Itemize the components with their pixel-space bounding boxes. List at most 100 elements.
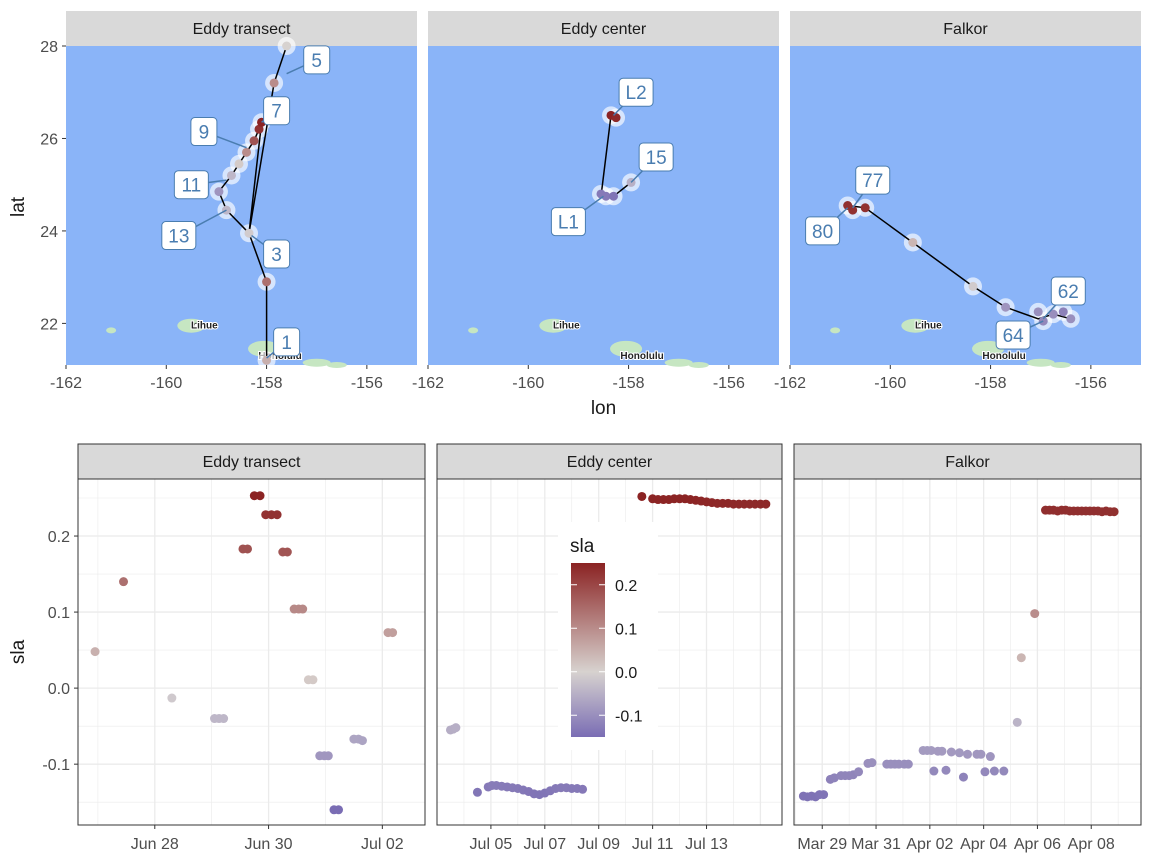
sla-point — [388, 628, 398, 638]
sla-point — [903, 759, 913, 769]
sla-panel-strip — [436, 443, 783, 480]
x-tick-label: Mar 31 — [851, 836, 901, 853]
sla-panel-title: Falkor — [945, 454, 990, 471]
island-shape — [1026, 358, 1055, 367]
x-tick-label: -160 — [512, 375, 544, 392]
station-label-box — [263, 96, 291, 126]
sla-point — [954, 748, 964, 758]
y-tick-label: 22 — [40, 316, 58, 333]
station-label: 5 — [311, 51, 322, 72]
city-label: Lihue — [191, 321, 218, 332]
ship-track-line — [218, 45, 288, 361]
sla-point — [119, 577, 129, 587]
station-label-box — [618, 77, 654, 107]
y-tick-label: 28 — [40, 39, 58, 56]
sla-panel-border — [436, 478, 783, 826]
station-label: 1 — [281, 333, 292, 354]
sla-panel-title: Eddy transect — [203, 454, 301, 471]
sla-point — [941, 765, 951, 775]
station-point — [214, 187, 224, 197]
x-tick-label: Jul 05 — [470, 836, 513, 853]
sla-panel-3: Falkor Mar 29 Mar 31 Apr 02 Apr 04 Apr 06 Apr … — [793, 443, 1142, 853]
map-panel-title: Eddy transect — [193, 21, 291, 38]
station-point — [609, 191, 619, 201]
map-panel-strip — [428, 11, 779, 46]
station-label-box — [855, 165, 891, 195]
sla-point — [255, 491, 265, 501]
sla-panel-background — [78, 479, 425, 825]
sla-point — [963, 749, 972, 759]
city-marker — [555, 322, 562, 329]
sla-point — [929, 766, 939, 776]
island-shape — [468, 327, 479, 334]
city-marker — [193, 322, 200, 329]
station-point — [269, 78, 279, 88]
station-label: 80 — [812, 222, 833, 243]
legend-tick-label: -0.1 — [615, 708, 643, 725]
legend-tick-label: 0.1 — [615, 621, 637, 638]
y-tick-label: 0.2 — [48, 529, 70, 546]
city-marker — [633, 352, 639, 359]
x-tick-label: Jun 30 — [245, 836, 293, 853]
sla-point — [999, 766, 1009, 776]
ocean-background — [428, 46, 779, 365]
station-point — [596, 189, 606, 199]
sla-point — [90, 647, 100, 657]
station-label: 3 — [271, 245, 282, 266]
sla-point — [1012, 717, 1022, 727]
sla-point — [282, 547, 292, 557]
x-tick-label: Jul 02 — [361, 836, 404, 853]
x-tick-label: -156 — [351, 375, 383, 392]
station-point — [860, 203, 870, 213]
legend-tick-label: 0.0 — [615, 665, 637, 682]
map-panel-strip — [790, 11, 1141, 46]
station-label: 62 — [1058, 282, 1079, 303]
x-tick-label: -158 — [975, 375, 1007, 392]
map-panel-2: Eddy center Lihue Honolulu L2 15 L1 — [428, 11, 779, 368]
map-panel-strip — [66, 11, 417, 46]
map-panel-1: Eddy transectLihueHonolulu579111331 — [66, 11, 417, 370]
station-label: L1 — [558, 213, 579, 234]
sla-point — [357, 736, 367, 746]
sla-panel-strip — [793, 443, 1142, 480]
station-label-box — [995, 320, 1031, 350]
sla-panel-1: Eddy transect Jun 28 Jun 30 Jul 02 — [77, 443, 426, 853]
station-label-box — [550, 207, 586, 237]
sla-point — [958, 772, 968, 782]
city-label: Honolulu — [982, 351, 1025, 362]
legend-title: sla — [570, 536, 595, 557]
station-label: L2 — [626, 83, 647, 104]
sla-point — [323, 751, 333, 761]
sla-point — [272, 510, 282, 520]
station-point — [262, 355, 272, 365]
station-label-box — [638, 142, 674, 172]
island-shape — [539, 318, 568, 333]
station-point — [242, 147, 252, 157]
sla-point — [926, 745, 936, 755]
station-point — [244, 228, 254, 238]
sla-point — [334, 805, 344, 815]
y-tick-label: 0.0 — [48, 681, 70, 698]
sla-point — [946, 747, 956, 757]
x-tick-label: -156 — [713, 375, 745, 392]
station-label: 9 — [199, 123, 210, 144]
station-label-box — [805, 216, 841, 246]
sla-panel-border — [793, 478, 1142, 826]
station-label-box — [173, 170, 209, 200]
x-tick-label: Apr 02 — [906, 836, 953, 853]
station-label: 15 — [646, 148, 667, 169]
station-point — [1048, 309, 1058, 319]
y-tick-label: 0.1 — [48, 605, 70, 622]
x-tick-label: -156 — [1075, 375, 1107, 392]
station-point — [1058, 307, 1068, 317]
x-tick-label: Jul 13 — [685, 836, 728, 853]
sla-point — [985, 752, 995, 762]
station-point — [226, 170, 236, 180]
sla-point — [819, 790, 829, 800]
city-marker — [917, 322, 924, 329]
sla-point — [1016, 653, 1026, 663]
sla-point — [219, 714, 229, 724]
x-tick-label: Apr 08 — [1068, 836, 1115, 853]
station-point — [1001, 302, 1011, 312]
station-label: 11 — [181, 176, 201, 197]
